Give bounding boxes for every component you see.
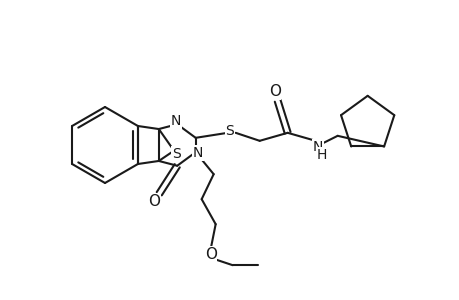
Text: N: N — [171, 114, 181, 128]
Text: O: O — [148, 194, 160, 209]
Text: N: N — [192, 146, 202, 160]
Text: S: S — [171, 147, 180, 161]
Text: S: S — [225, 124, 234, 138]
Text: O: O — [268, 84, 280, 99]
Text: N: N — [312, 140, 322, 154]
Text: O: O — [204, 247, 216, 262]
Text: H: H — [316, 148, 326, 162]
